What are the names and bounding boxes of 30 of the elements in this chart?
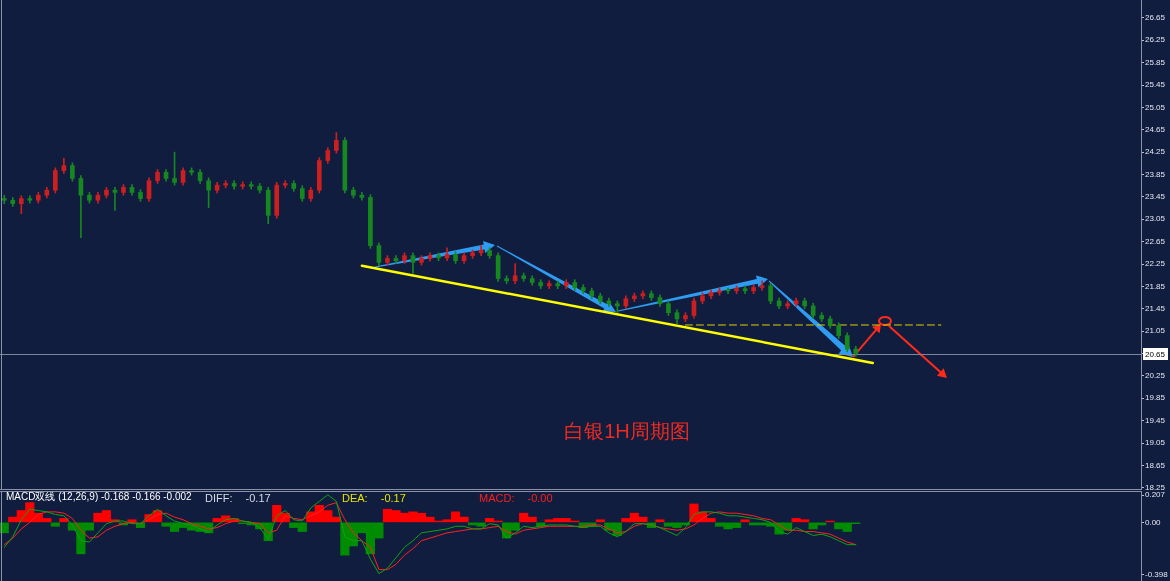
y-tick-label: 24.65 [1145,124,1166,134]
annotation: MACD: -0.00 [479,492,553,505]
y-tick-label: 26.25 [1145,35,1166,45]
y-tick-label: 18.25 [1145,482,1166,492]
y-tick-label: 25.85 [1145,57,1166,67]
y-tick-label: -0.398 [1145,569,1169,579]
y-tick-label: 19.05 [1145,438,1166,448]
chart-title: MACD双线 (12,26,9) -0.168 -0.166 -0.002 [6,491,192,503]
ref-line-label: 20.65 [1145,349,1166,359]
y-tick-label: 25.45 [1145,80,1166,90]
y-tick-label: 21.05 [1145,326,1166,336]
y-tick-label: 23.85 [1145,169,1166,179]
y-tick-label: 25.05 [1145,102,1166,112]
text: 白银1H周期图 [564,420,690,443]
y-tick-label: 20.25 [1145,371,1166,381]
annotation: DIFF: -0.17 [205,492,271,505]
y-tick-label: 18.65 [1145,460,1166,470]
y-tick-label: 19.85 [1145,393,1166,403]
y-tick-label: 0.207 [1145,490,1166,500]
y-tick-label: 22.65 [1145,236,1166,246]
y-tick-label: 22.25 [1145,259,1166,269]
y-tick-label: 23.05 [1145,214,1166,224]
y-tick-label: 19.45 [1145,415,1166,425]
y-tick-label: 21.85 [1145,281,1166,291]
y-tick-label: 23.45 [1145,192,1166,202]
y-tick-label: 21.45 [1145,303,1166,313]
y-tick-label: 0.00 [1145,517,1162,527]
y-tick-label: 24.25 [1145,147,1166,157]
y-tick-label: 26.65 [1145,13,1166,23]
annotation: DEA: -0.17 [342,492,406,505]
